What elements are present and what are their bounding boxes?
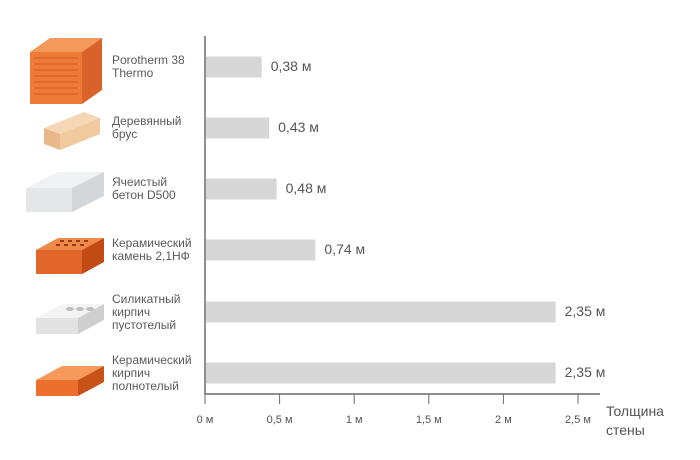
- value-label: 0,74 м: [324, 241, 366, 257]
- aerated-concrete-block-icon: [26, 172, 104, 212]
- bar-2: [206, 117, 270, 139]
- value-label: 0,38 м: [270, 58, 312, 74]
- bar-5: [206, 301, 556, 323]
- bar-6: [206, 362, 556, 384]
- category-label: Деревянный брус: [112, 114, 182, 141]
- ceramic-brick-icon: [36, 366, 104, 396]
- category-label: Силикатный кирпич пустотелый: [112, 291, 181, 332]
- x-axis-title: Толщина стены: [606, 403, 664, 438]
- category-label: Porotherm 38 Thermo: [112, 53, 185, 80]
- value-label: 0,43 м: [278, 119, 319, 135]
- x-tick-label: 2 м: [495, 414, 512, 426]
- category-label: Ячеистый бетон D500: [112, 175, 176, 202]
- value-label: 2,35 м: [564, 303, 606, 319]
- value-label: 0,48 м: [285, 180, 327, 196]
- silicate-brick-icon: [36, 304, 104, 334]
- value-label: 2,35 м: [564, 364, 606, 380]
- bar-4: [206, 239, 316, 261]
- x-tick-label: 0 м: [196, 414, 214, 426]
- bar-3: [206, 178, 277, 200]
- x-tick-label: 2,5 м: [565, 414, 591, 426]
- x-tick-label: 1,5 м: [415, 414, 442, 426]
- bar-1: [206, 56, 262, 78]
- wooden-beam-icon: [44, 112, 100, 150]
- ceramic-block-icon: [36, 238, 104, 274]
- x-tick-label: 1 м: [345, 414, 363, 426]
- porotherm-block-icon: [30, 38, 102, 104]
- category-label: Керамический камень 2,1НФ: [112, 236, 192, 263]
- x-tick-label: 0,5 м: [266, 414, 293, 426]
- category-label: Керамический кирпич полнотелый: [112, 352, 192, 393]
